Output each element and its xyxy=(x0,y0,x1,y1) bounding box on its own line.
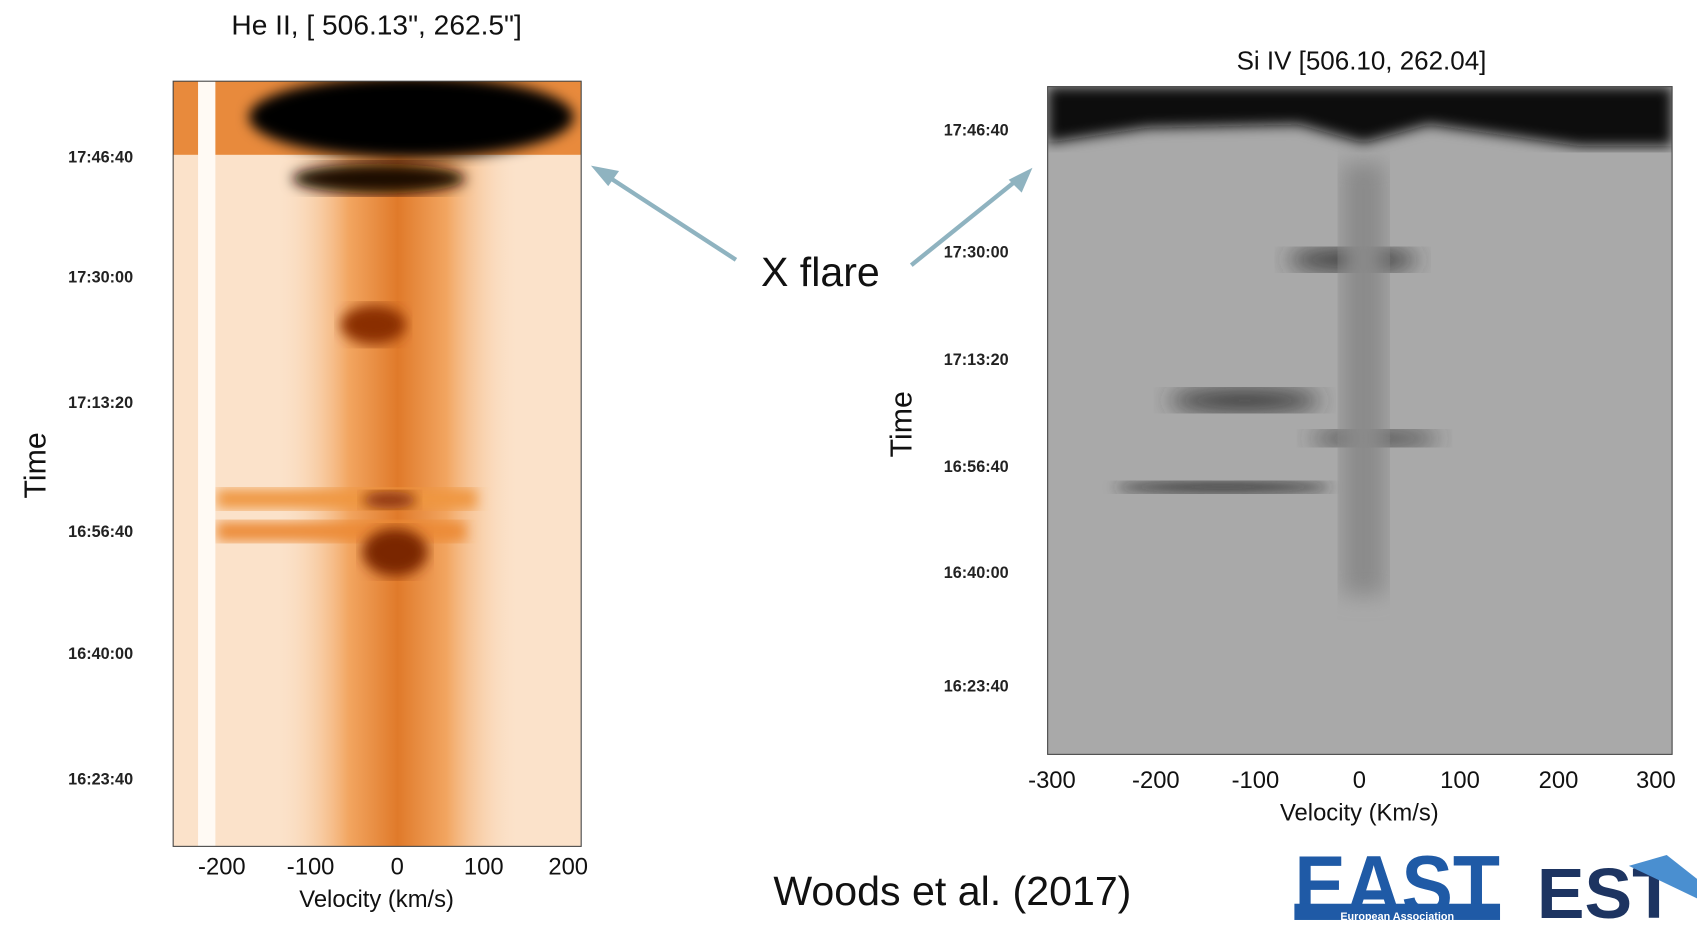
y-axis-label: Time xyxy=(885,391,918,457)
panel-title: Si IV [506.10, 262.04] xyxy=(1237,45,1487,75)
y-tick-label: 17:30:00 xyxy=(944,244,1009,262)
arrows xyxy=(590,165,1033,267)
frame xyxy=(172,80,582,847)
east-band xyxy=(1294,903,1501,920)
x-tick-label: -200 xyxy=(198,854,246,881)
x-axis-label: Velocity (km/s) xyxy=(299,886,454,913)
y-tick-label: 16:23:40 xyxy=(944,678,1009,696)
citation: Woods et al. (2017) xyxy=(773,868,1131,914)
x-tick-label: 200 xyxy=(1539,767,1579,794)
x-axis-label: Velocity (Km/s) xyxy=(1280,799,1439,826)
si-iv-spectrogram xyxy=(1047,86,1673,755)
y-tick-label: 16:56:40 xyxy=(944,458,1009,476)
he-ii-spectrogram xyxy=(173,81,582,847)
east-subtitle: European Association xyxy=(1340,911,1454,920)
y-tick-label: 17:13:20 xyxy=(68,394,133,412)
x-tick-label: 100 xyxy=(464,854,504,881)
x-tick-label: 300 xyxy=(1636,767,1676,794)
panel-title: He II, [ 506.13", 262.5"] xyxy=(231,10,521,41)
x-tick-label: -300 xyxy=(1028,767,1076,794)
x-tick-label: 200 xyxy=(548,854,588,881)
y-tick-label: 17:13:20 xyxy=(944,351,1009,369)
y-tick-label: 16:40:00 xyxy=(944,564,1009,582)
x-tick-label: 0 xyxy=(1353,767,1366,794)
x-tick-label: 100 xyxy=(1440,767,1480,794)
y-tick-label: 16:40:00 xyxy=(68,645,133,663)
y-tick-label: 17:46:40 xyxy=(68,148,133,166)
y-tick-label: 17:30:00 xyxy=(68,269,133,287)
logos: EAST European Association EST xyxy=(1294,839,1697,925)
frame xyxy=(1047,86,1673,755)
x-tick-label: -100 xyxy=(287,854,335,881)
x-tick-label: 0 xyxy=(391,854,404,881)
y-tick-label: 16:56:40 xyxy=(68,523,133,541)
x-tick-label: -100 xyxy=(1232,767,1280,794)
x-tick-label: -200 xyxy=(1132,767,1180,794)
annotation: X flare xyxy=(761,249,880,295)
y-tick-label: 16:23:40 xyxy=(68,771,133,789)
est-swoosh xyxy=(1628,855,1697,899)
y-axis-label: Time xyxy=(19,432,52,498)
y-tick-label: 17:46:40 xyxy=(944,121,1009,139)
